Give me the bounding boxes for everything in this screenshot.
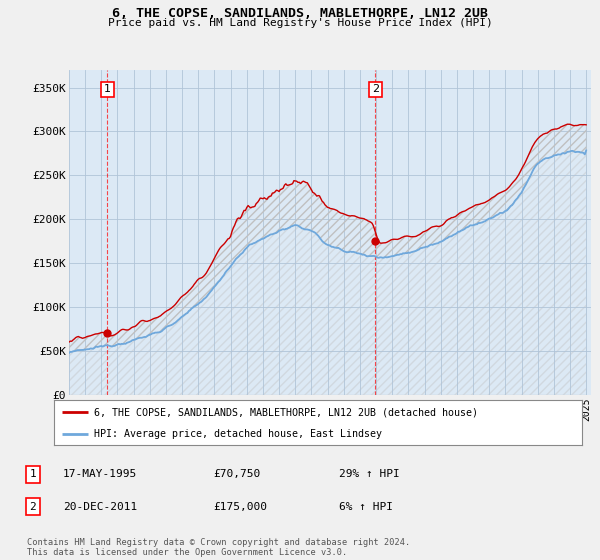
Text: HPI: Average price, detached house, East Lindsey: HPI: Average price, detached house, East…: [94, 429, 382, 439]
Text: 2: 2: [29, 502, 37, 512]
Text: 20-DEC-2011: 20-DEC-2011: [63, 502, 137, 512]
Text: 6% ↑ HPI: 6% ↑ HPI: [339, 502, 393, 512]
Text: £175,000: £175,000: [213, 502, 267, 512]
Text: Price paid vs. HM Land Registry's House Price Index (HPI): Price paid vs. HM Land Registry's House …: [107, 18, 493, 28]
Text: 1: 1: [104, 85, 111, 95]
Text: 1: 1: [29, 469, 37, 479]
Text: £70,750: £70,750: [213, 469, 260, 479]
Text: 6, THE COPSE, SANDILANDS, MABLETHORPE, LN12 2UB (detached house): 6, THE COPSE, SANDILANDS, MABLETHORPE, L…: [94, 408, 478, 418]
Text: 17-MAY-1995: 17-MAY-1995: [63, 469, 137, 479]
Text: 29% ↑ HPI: 29% ↑ HPI: [339, 469, 400, 479]
Text: 6, THE COPSE, SANDILANDS, MABLETHORPE, LN12 2UB: 6, THE COPSE, SANDILANDS, MABLETHORPE, L…: [112, 7, 488, 20]
Text: 2: 2: [372, 85, 379, 95]
Text: Contains HM Land Registry data © Crown copyright and database right 2024.
This d: Contains HM Land Registry data © Crown c…: [27, 538, 410, 557]
